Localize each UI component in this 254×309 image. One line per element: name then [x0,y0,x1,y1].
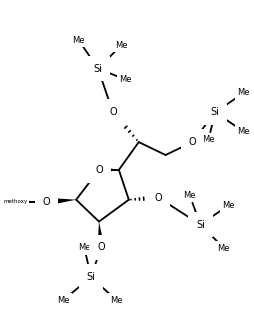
Text: Si: Si [210,107,219,117]
Text: Si: Si [86,272,95,282]
Text: Me: Me [78,243,90,252]
Text: Me: Me [201,135,214,144]
Text: Si: Si [93,64,102,74]
Text: Me: Me [236,88,249,97]
Text: Me: Me [110,296,123,305]
Text: Me: Me [115,40,127,49]
Text: O: O [154,193,162,203]
Polygon shape [46,198,76,206]
Text: O: O [95,165,102,175]
Text: Me: Me [72,36,85,44]
Text: O: O [109,107,116,117]
Polygon shape [99,167,118,173]
Text: Me: Me [183,191,195,200]
Text: Me: Me [57,296,69,305]
Text: Me: Me [236,127,249,136]
Text: Me: Me [222,201,234,210]
Text: O: O [188,137,195,147]
Text: methoxy: methoxy [3,199,27,204]
Polygon shape [97,222,104,248]
Text: Si: Si [195,220,204,230]
Text: O: O [42,197,50,207]
Text: methoxy: methoxy [4,200,25,205]
Text: Me: Me [119,75,131,84]
Text: O: O [97,242,104,252]
Text: Me: Me [217,243,229,252]
Text: methoxy: methoxy [3,199,30,204]
